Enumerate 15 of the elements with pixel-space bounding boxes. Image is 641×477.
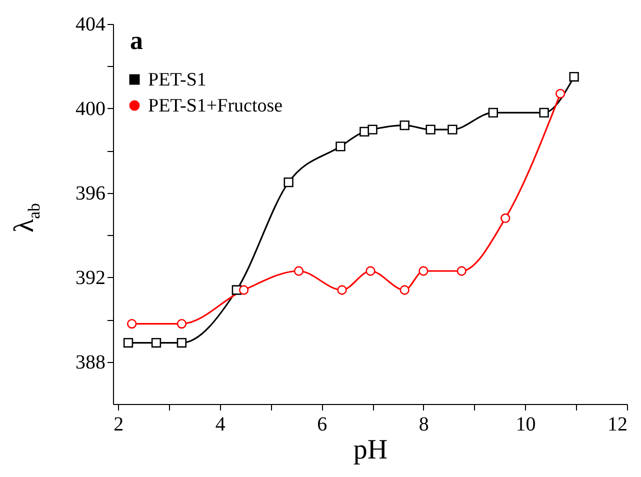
x-tick-label: 10 [516, 414, 536, 436]
y-tick-label: 388 [76, 351, 106, 374]
x-tick-label: 2 [114, 414, 124, 436]
x-tick-label: 8 [418, 414, 429, 436]
y-tick-label: 400 [76, 98, 106, 120]
y-tick-label: 404 [76, 14, 106, 36]
x-tick-label: 12 [608, 414, 628, 436]
legend-label: PET-S1+Fructose [148, 96, 283, 116]
x-tick-label: 4 [215, 414, 226, 436]
legend-label: PET-S1 [148, 70, 206, 90]
x-axis-title: pH [353, 434, 388, 466]
y-tick-label: 392 [76, 266, 106, 289]
annotation: a [130, 26, 143, 56]
x-tick-label: 6 [317, 414, 328, 436]
y-tick-label: 396 [76, 182, 106, 204]
